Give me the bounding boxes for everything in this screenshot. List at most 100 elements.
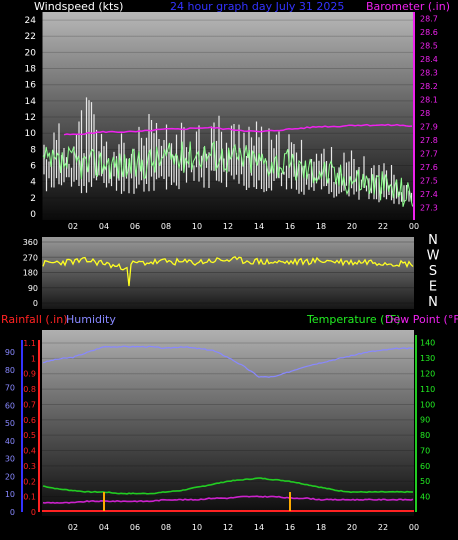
x-tick-label: 06 [130,222,140,231]
barometer-y-tick-label: 27.6 [420,163,438,172]
compass-label: N [428,233,438,248]
rainfall-y-tick-label: 1 [31,354,36,363]
wind-y-tick-label: 12 [25,113,36,123]
rainfall-y-tick-label: 1.1 [23,339,36,348]
direction-y-tick-label: 360 [23,238,38,247]
wind-y-tick-label: 16 [25,81,37,91]
rainfall-y-tick-label: 0.3 [23,462,36,471]
rainfall-title: Rainfall (.in) [1,313,68,326]
x-tick-label: 18 [316,523,326,532]
wind-y-tick-label: 20 [25,48,37,58]
x-tick-label: 14 [254,523,264,532]
humidity-y-tick-label: 30 [5,455,15,464]
grid-lines [21,12,417,513]
windspeed-title: Windspeed (kts) [34,0,123,13]
x-tick-label: 12 [223,222,233,231]
x-tick-label: 16 [285,523,295,532]
compass-label: N [428,295,438,310]
humidity-y-tick-label: 40 [5,437,15,446]
x-tick-label: 02 [68,222,78,231]
temperature-y-tick-label: 70 [420,446,430,455]
barometer-y-tick-label: 27.5 [420,176,438,185]
temperature-y-tick-label: 110 [420,385,435,394]
wind-y-tick-label: 8 [30,145,36,155]
wind-y-tick-label: 10 [25,129,37,139]
wind-y-tick-label: 22 [25,32,36,42]
rainfall-y-tick-label: 0.7 [23,400,36,409]
temperature-y-tick-label: 130 [420,354,435,363]
x-tick-label: 00 [409,523,419,532]
humidity-y-tick-label: 90 [5,348,15,357]
data-series [42,97,414,512]
barometer-y-tick-label: 28 [420,109,430,118]
graph-date-title: 24 hour graph day July 31 2025 [170,0,344,13]
barometer-title: Barometer (.in) [366,0,450,13]
x-tick-label: 22 [378,222,388,231]
x-tick-label: 12 [223,523,233,532]
wind-panel-background [42,12,414,220]
barometer-y-tick-label: 28.2 [420,82,438,91]
barometer-y-tick-label: 27.3 [420,203,438,212]
rainfall-y-tick-label: 0 [31,508,36,517]
temperature-y-tick-label: 90 [420,416,430,425]
x-tick-label: 20 [347,523,357,532]
temperature-y-tick-label: 40 [420,493,430,502]
direction-y-tick-label: 180 [23,269,38,278]
barometer-y-tick-label: 27.7 [420,149,438,158]
windspeed-series [42,141,414,207]
x-tick-label: 10 [192,222,202,231]
barometer-y-tick-label: 28.6 [420,28,438,37]
x-tick-label: 04 [99,523,109,532]
wind-y-tick-label: 0 [30,210,36,220]
x-tick-label: 16 [285,222,295,231]
x-tick-label: 10 [192,523,202,532]
humidity-title: Humidity [66,313,116,326]
compass-label: E [429,280,437,295]
rainfall-y-tick-label: 0.6 [23,416,36,425]
weather-panel-background [42,330,414,516]
compass-label: W [427,249,440,264]
temperature-y-tick-label: 50 [420,477,430,486]
temperature-y-tick-label: 120 [420,369,435,378]
rainfall-y-tick-label: 0.2 [23,477,36,486]
x-tick-label: 08 [161,523,171,532]
temperature-y-tick-label: 60 [420,462,430,471]
wind-y-tick-label: 14 [25,97,37,107]
x-tick-label: 06 [130,523,140,532]
temperature-y-tick-label: 100 [420,400,435,409]
wind-y-tick-label: 18 [25,65,37,75]
x-tick-label: 02 [68,523,78,532]
barometer-y-tick-label: 28.4 [420,55,438,64]
temperature-y-tick-label: 80 [420,431,430,440]
barometer-y-tick-label: 28.5 [420,42,438,51]
humidity-y-tick-label: 50 [5,419,15,428]
barometer-y-tick-label: 27.4 [420,190,438,199]
wind-y-tick-label: 6 [30,162,36,172]
barometer-y-tick-label: 28.3 [420,69,438,78]
humidity-y-tick-label: 80 [5,366,15,375]
wind-y-tick-label: 2 [30,194,36,204]
humidity-y-tick-label: 20 [5,472,15,481]
wind-y-tick-label: 4 [30,178,36,188]
humidity-y-tick-label: 70 [5,384,15,393]
rainfall-y-tick-label: 0.9 [23,370,36,379]
direction-y-tick-label: 90 [28,284,38,293]
x-tick-label: 20 [347,222,357,231]
humidity-y-tick-label: 10 [5,490,15,499]
direction-panel-background [42,237,414,309]
barometer-y-tick-label: 28.1 [420,96,438,105]
direction-y-tick-label: 0 [33,299,38,308]
direction-y-tick-label: 270 [23,253,38,262]
barometer-y-tick-label: 28.7 [420,15,438,24]
wind-y-tick-label: 24 [25,16,37,26]
x-tick-label: 00 [409,222,419,231]
dewpoint-title: Dew Point (°F) [385,313,458,326]
x-tick-label: 18 [316,222,326,231]
temperature-y-tick-label: 140 [420,339,435,348]
compass-label: S [429,264,437,279]
axis-labels: 02468101214161820222427.327.427.527.627.… [5,15,440,532]
rainfall-y-tick-label: 0.4 [23,447,36,456]
wind-direction-series [42,255,414,287]
